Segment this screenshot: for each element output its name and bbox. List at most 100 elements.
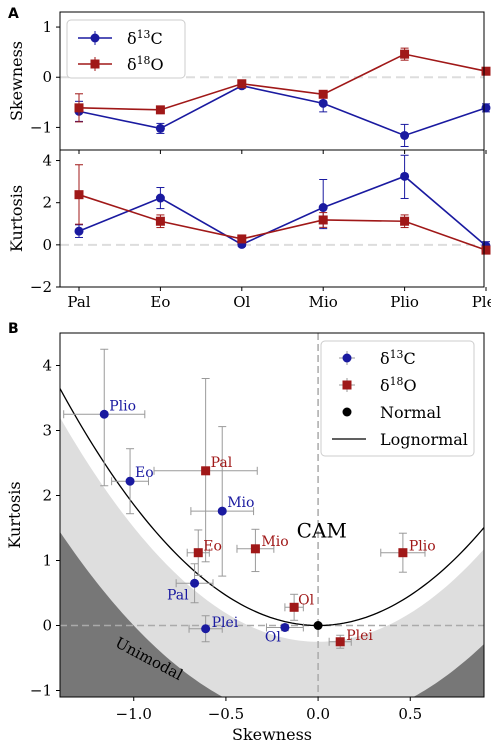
y-tick-label: 1 [42,18,52,36]
point-label: Pal [167,587,189,603]
cam-region-label: CAM [297,518,347,542]
legend-box [66,19,186,79]
x-tick-label: Plei [472,293,491,311]
scatter-point-plei [335,637,345,647]
scatter-point-pal [201,466,211,476]
y-tick-label: 4 [42,152,52,170]
point-label: Plio [409,539,436,555]
unimodal-region-dark [60,531,484,697]
data-point-mio [318,215,328,225]
point-label: Eo [203,539,222,555]
data-point-mio [318,89,328,99]
y-tick-label: 2 [42,194,52,212]
series-line-0 [78,84,487,137]
y-tick-label: −2 [30,278,52,296]
x-axis-label: Skewness [232,725,312,744]
legend-label: Lognormal [380,430,468,449]
scatter-point-eo [193,548,203,558]
x-tick-label: Plio [390,293,419,311]
scatter-point-plio [99,409,109,419]
point-label: Mio [227,495,254,511]
scatter-point-plei [201,624,211,634]
data-point-plio [400,171,410,181]
legend-marker [342,407,352,417]
data-point-plio [400,49,410,59]
series-line-1 [78,193,487,251]
y-tick-label: −1 [30,118,52,136]
legend-label: δ18O [127,54,164,74]
data-point-ol [237,79,247,89]
scatter-point-pal [190,578,200,588]
data-point-plio [400,130,410,140]
panel-label-b: B [8,321,19,337]
point-label: Plio [109,398,136,414]
scatter-point-mio [217,506,227,516]
x-tick-label: Pal [67,293,90,311]
y-tick-label: 1 [42,552,52,570]
x-tick-label: 0.5 [398,705,422,723]
x-tick-label: 0.0 [306,705,330,723]
data-point-plei [481,66,491,76]
legend-marker [90,59,100,69]
y-tick-label: −1 [30,682,52,700]
y-axis-label: Kurtosis [7,185,26,252]
y-tick-label: 0 [42,617,52,635]
unimodal-region-light [60,417,484,697]
y-tick-label: 0 [42,68,52,86]
data-point-pal [74,226,84,236]
data-point-plei [481,245,491,255]
point-label: Eo [135,465,154,481]
scatter-point-mio [250,544,260,554]
y-axis-label: Skewness [7,41,26,121]
y-axis-label: Kurtosis [5,481,24,548]
point-label: Pal [211,455,233,471]
data-point-eo [155,193,165,203]
scatter-point-plio [398,548,408,558]
data-point-plio [400,216,410,226]
data-point-eo [155,105,165,115]
scatter-point-ol [280,622,290,632]
lognormal-curve [60,387,484,627]
data-point-ol [237,234,247,244]
point-label: Ol [265,629,281,645]
y-tick-label: 0 [42,236,52,254]
panel-label-a: A [8,6,19,22]
x-tick-label: −1.0 [116,705,152,723]
legend-label: Normal [380,403,441,422]
skewness-panel: −1 0 1 Skewness δ13C δ18O [7,11,491,154]
legend-marker [342,380,352,390]
plot-area [60,333,484,697]
data-point-mio [318,203,328,213]
series-line-0 [78,175,487,247]
x-tick-label: −0.5 [208,705,244,723]
x-tick-label: Ol [233,293,250,311]
point-label: Ol [298,592,314,608]
axes-frame [59,149,485,288]
x-tick-label: Eo [150,293,170,311]
legend-marker [342,353,352,363]
y-tick-label: 4 [42,357,52,375]
scatter-point-ol [289,602,299,612]
data-point-pal [74,103,84,113]
data-point-eo [155,216,165,226]
point-label: Plei [346,628,373,644]
x-tick-label: Mio [309,293,338,311]
data-point-mio [318,98,328,108]
kurtosis-panel: −2 0 2 4 Pal Eo Ol Mio Plio Plei Kurtosis [7,149,491,311]
legend-marker [90,33,100,43]
y-tick-label: 2 [42,487,52,505]
scatter-point-normal [313,621,323,630]
scatter-point-eo [125,476,135,486]
legend-box [320,340,475,457]
data-point-eo [155,123,165,133]
point-label: Mio [261,534,288,550]
point-label: Plei [212,615,239,631]
legend-label: δ13C [380,348,416,368]
legend-label: δ13C [127,28,163,48]
data-point-pal [74,190,84,200]
legend-label: δ18O [380,375,417,395]
axes-frame [59,332,485,698]
series-line-1 [78,53,487,111]
